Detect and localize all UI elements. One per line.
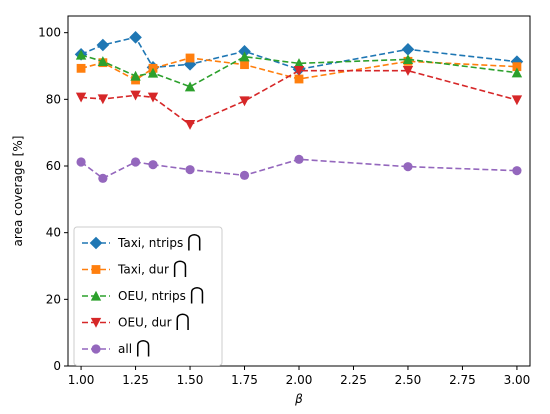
legend-label: OEU, ntrips ⋂: [118, 284, 204, 305]
data-point: [511, 67, 523, 78]
data-point: [185, 53, 195, 63]
legend-entry: Taxi, dur ⋂: [82, 258, 188, 279]
data-point: [76, 157, 86, 167]
x-tick-label: 1.75: [231, 373, 258, 387]
data-point: [75, 49, 87, 60]
legend-entry: OEU, dur ⋂: [82, 311, 190, 332]
data-point: [130, 90, 141, 101]
x-tick-label: 3.00: [504, 373, 531, 387]
y-tick-label: 40: [46, 226, 61, 240]
x-tick-label: 2.75: [449, 373, 476, 387]
x-tick-label: 1.25: [122, 373, 149, 387]
data-point: [185, 165, 195, 175]
x-axis-label: β: [294, 392, 303, 406]
data-point: [76, 63, 86, 73]
data-point: [147, 67, 159, 78]
data-point: [293, 65, 305, 76]
data-point: [402, 54, 414, 65]
data-point: [183, 58, 197, 71]
y-axis-ticks: 0 20 40 60 80 100: [38, 26, 68, 373]
data-point: [294, 154, 304, 164]
data-point: [97, 94, 109, 105]
series-oeu-dur: [75, 65, 523, 130]
data-point: [75, 92, 87, 103]
y-axis-label: area coverage [%]: [11, 136, 25, 247]
legend-entry: all ⋂: [82, 337, 151, 358]
legend-label: OEU, dur ⋂: [118, 311, 190, 332]
data-point: [238, 45, 251, 58]
data-point: [511, 95, 523, 106]
data-point: [130, 70, 141, 81]
intersection-symbol: ⋂: [190, 284, 205, 305]
y-tick-label: 0: [53, 359, 61, 373]
data-point: [239, 51, 250, 62]
legend-label: Taxi, dur ⋂: [117, 258, 188, 279]
x-axis-ticks: 1.00 1.25 1.50 1.75 2.00 2.25 2.50 2.75 3.00: [68, 366, 531, 387]
data-point: [96, 38, 110, 52]
series-oeu-ntrips: [75, 49, 523, 92]
data-point: [97, 56, 109, 67]
x-tick-label: 1.00: [68, 373, 95, 387]
legend-marker: [89, 236, 103, 250]
data-point: [401, 43, 415, 56]
intersection-symbol: ⋂: [175, 311, 190, 332]
data-point: [239, 96, 250, 107]
data-point: [402, 65, 414, 76]
legend: Taxi, ntrips ⋂ Taxi, dur ⋂ OEU, ntrips ⋂ OE…: [73, 226, 223, 366]
data-point: [98, 173, 108, 183]
data-point: [293, 58, 305, 69]
data-point: [130, 157, 141, 167]
data-point: [147, 92, 159, 103]
legend-entry: OEU, ntrips ⋂: [82, 284, 204, 305]
legend-label: all ⋂: [118, 337, 151, 358]
intersection-symbol: ⋂: [136, 337, 151, 358]
data-point: [512, 166, 522, 176]
x-tick-label: 2.50: [395, 373, 422, 387]
data-point: [148, 160, 158, 170]
legend-box: [73, 226, 223, 366]
legend-marker: [91, 265, 101, 274]
y-tick-label: 100: [38, 26, 61, 40]
data-point: [184, 81, 196, 92]
legend-label: Taxi, ntrips ⋂: [117, 231, 202, 252]
data-point: [239, 170, 250, 180]
y-tick-label: 20: [46, 292, 61, 306]
x-tick-label: 1.50: [177, 373, 204, 387]
x-tick-label: 2.25: [340, 373, 367, 387]
legend-marker: [90, 290, 102, 301]
legend-entry: Taxi, ntrips ⋂: [82, 231, 202, 252]
legend-marker: [90, 317, 102, 328]
plot-area: [74, 31, 524, 183]
data-point: [184, 119, 196, 130]
y-tick-label: 60: [46, 159, 61, 173]
data-point: [512, 62, 522, 72]
data-point: [129, 31, 142, 44]
y-tick-label: 80: [46, 92, 61, 106]
data-point: [240, 60, 249, 70]
legend-marker: [91, 344, 101, 354]
series-all: [76, 154, 522, 183]
x-tick-label: 2.00: [286, 373, 313, 387]
intersection-symbol: ⋂: [173, 258, 188, 279]
intersection-symbol: ⋂: [187, 231, 202, 252]
data-point: [403, 162, 413, 172]
data-point: [294, 74, 304, 84]
